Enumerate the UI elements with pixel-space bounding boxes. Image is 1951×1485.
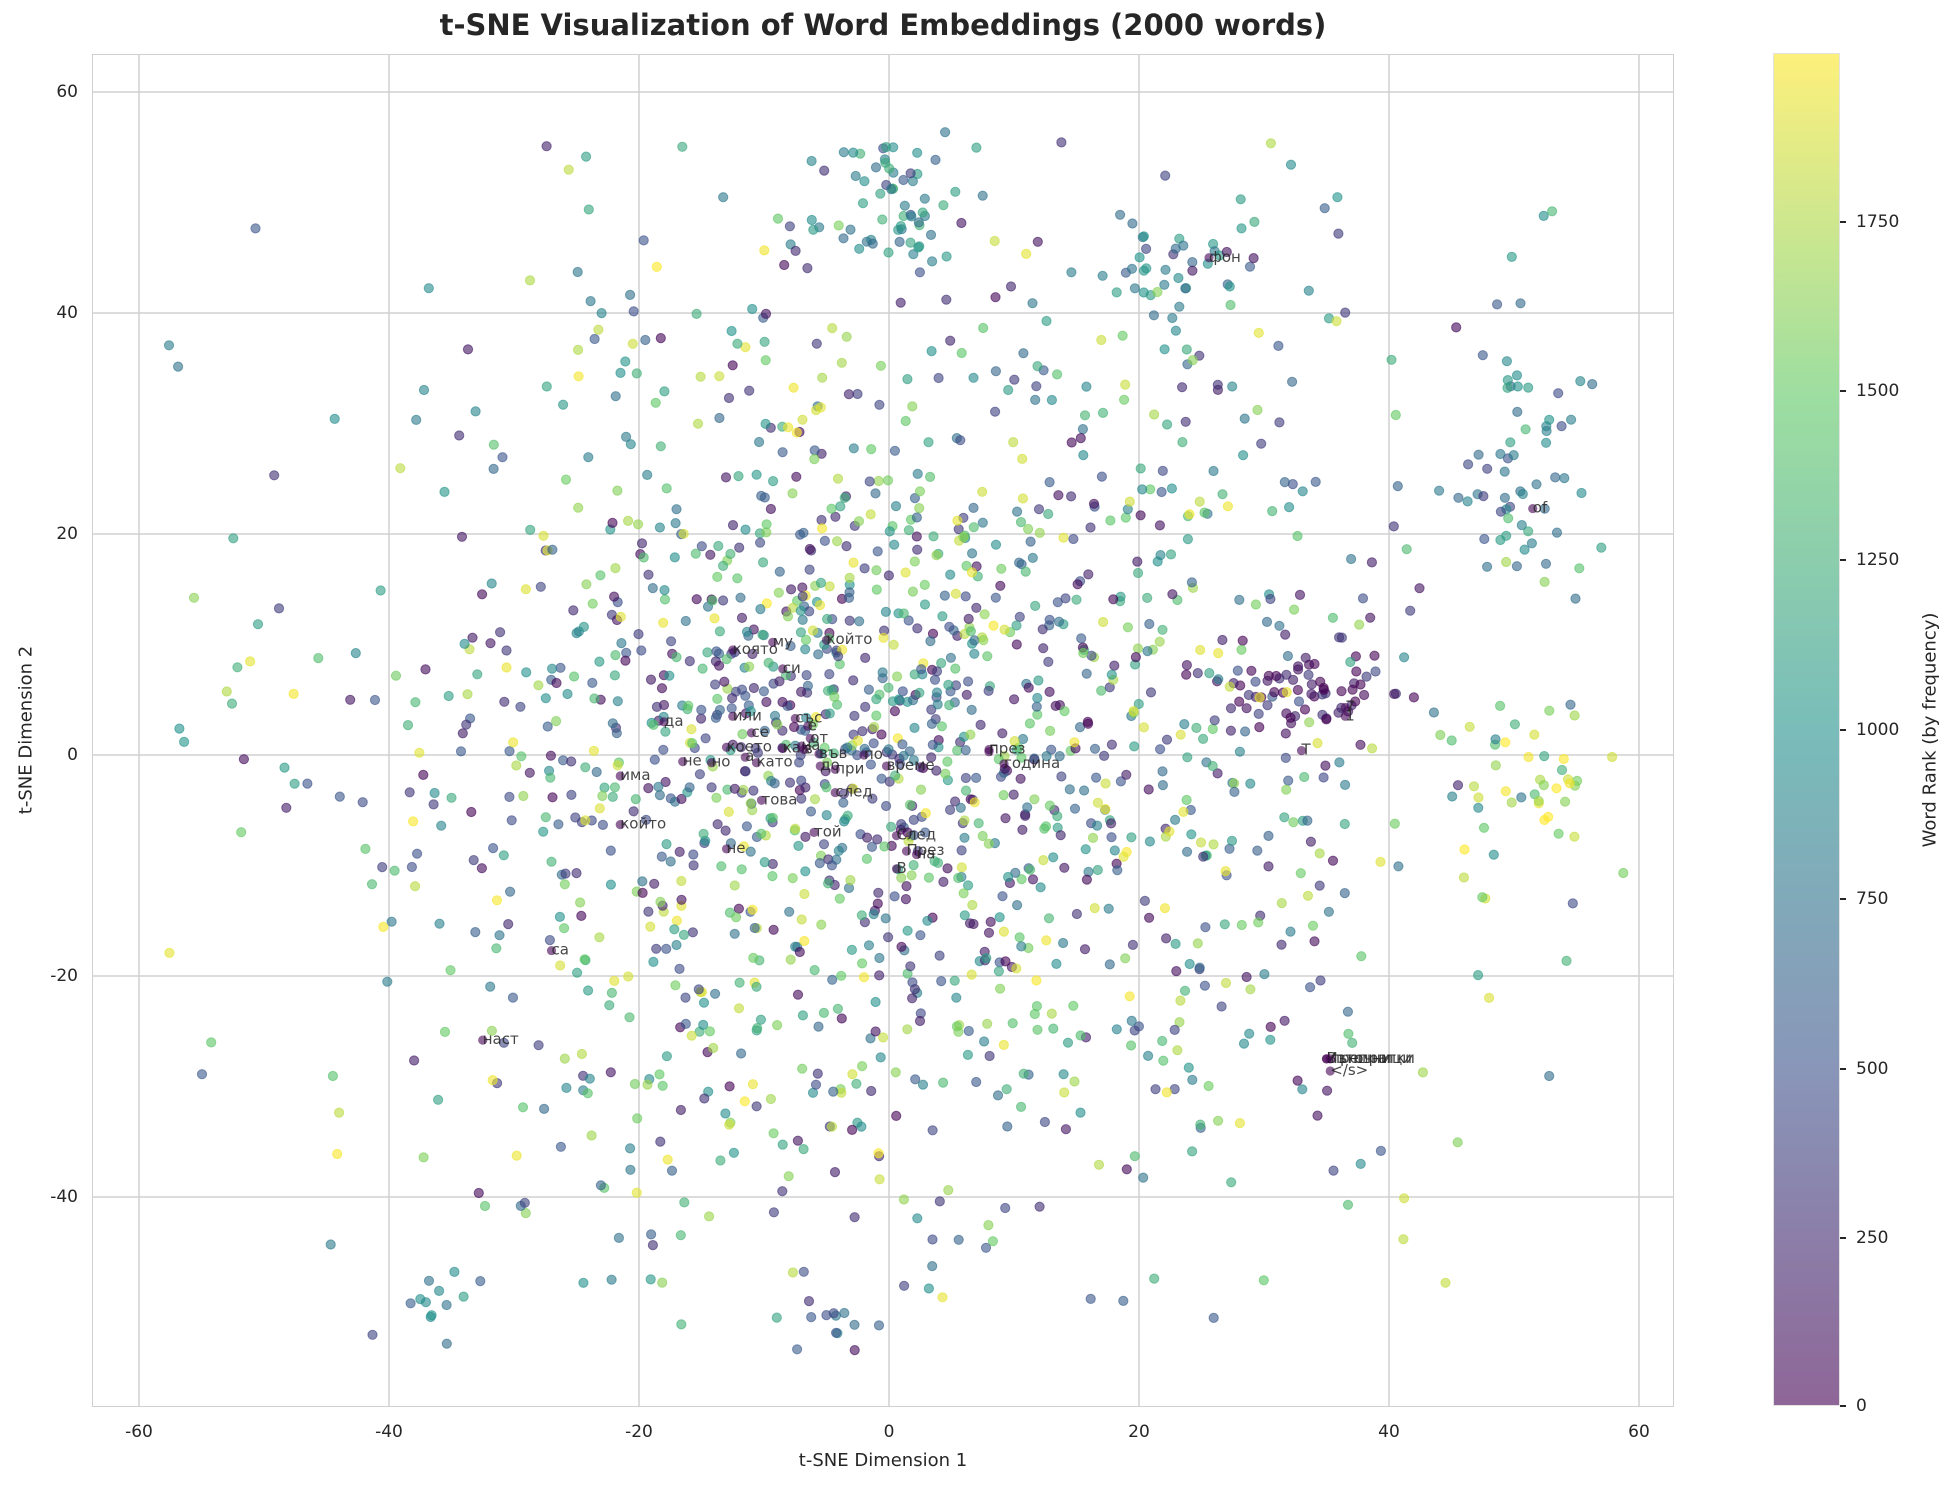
x-tick: -40	[375, 1422, 403, 1442]
x-tick: 20	[1128, 1422, 1150, 1442]
word-label: наст	[483, 1030, 519, 1048]
y-tick: 60	[56, 82, 78, 102]
word-label: във	[819, 744, 847, 762]
colorbar	[1773, 53, 1840, 1406]
word-label: са	[552, 941, 569, 959]
colorbar-tick: 1750	[1840, 212, 1899, 232]
word-label: препратки	[1330, 1049, 1415, 1067]
word-label: или	[733, 706, 762, 724]
word-label: който	[620, 815, 666, 833]
x-tick: -20	[625, 1422, 653, 1442]
word-label: фон	[1209, 248, 1241, 266]
x-tick: -60	[125, 1422, 153, 1442]
x-tick: 40	[1378, 1422, 1400, 1442]
colorbar-tick: 250	[1840, 1228, 1888, 1248]
y-tick: 40	[56, 303, 78, 323]
word-label: Т	[1301, 741, 1312, 759]
data-points	[163, 127, 1629, 1356]
colorbar-tick: 500	[1840, 1059, 1888, 1079]
colorbar-tick: 1000	[1840, 720, 1899, 740]
word-label: След	[897, 826, 937, 844]
colorbar-tick: 1500	[1840, 381, 1899, 401]
gridlines	[92, 54, 1674, 1407]
word-label: се	[752, 723, 769, 741]
word-label: of	[1533, 499, 1548, 517]
colorbar-tick: 1250	[1840, 550, 1899, 570]
word-label: а	[745, 747, 754, 765]
y-tick: -40	[50, 1187, 78, 1207]
word-label: която	[733, 640, 778, 658]
word-label: си	[783, 659, 801, 677]
word-label: 7	[1345, 697, 1355, 715]
x-tick: 0	[883, 1422, 895, 1442]
word-label: има	[620, 766, 650, 784]
word-label: не	[727, 839, 746, 857]
word-label: но	[712, 753, 731, 771]
y-tick: 0	[67, 745, 78, 765]
word-label: да	[664, 712, 684, 730]
colorbar-tick: 0	[1840, 1396, 1867, 1416]
word-label: В	[897, 859, 907, 877]
word-label: време	[887, 756, 935, 774]
word-label: през	[989, 739, 1026, 757]
x-axis-label: t-SNE Dimension 1	[798, 1450, 968, 1471]
word-label: не	[683, 752, 702, 770]
y-tick: -20	[50, 966, 78, 986]
word-label: със	[795, 709, 822, 727]
word-label: той	[814, 822, 842, 840]
word-label: 1	[1345, 706, 1355, 724]
colorbar-label: Word Rank (by frequency)	[1919, 612, 1941, 848]
colorbar-tick: 750	[1840, 889, 1888, 909]
word-label: по	[864, 745, 883, 763]
x-tick: 60	[1628, 1422, 1650, 1442]
word-label: това	[762, 790, 798, 808]
word-label: е	[808, 716, 817, 734]
word-label: </s>	[1330, 1061, 1368, 1079]
word-label: година	[1004, 754, 1060, 772]
word-label: след	[835, 783, 872, 801]
y-axis-label: t-SNE Dimension 2	[15, 645, 37, 815]
word-label: Външни	[1327, 1049, 1391, 1067]
word-label: на	[917, 844, 936, 862]
chart-title: t-SNE Visualization of Word Embeddings (…	[439, 8, 1327, 42]
word-label: при	[835, 759, 864, 777]
word-label: от	[810, 728, 828, 746]
word-label: който	[827, 630, 873, 648]
word-label: което	[727, 737, 772, 755]
word-label: Източници	[1327, 1049, 1413, 1067]
word-label: Г	[989, 742, 998, 760]
word-label: като	[757, 753, 793, 771]
word-label: в	[804, 739, 813, 757]
y-tick: 20	[56, 524, 78, 544]
word-label: му	[773, 632, 793, 650]
